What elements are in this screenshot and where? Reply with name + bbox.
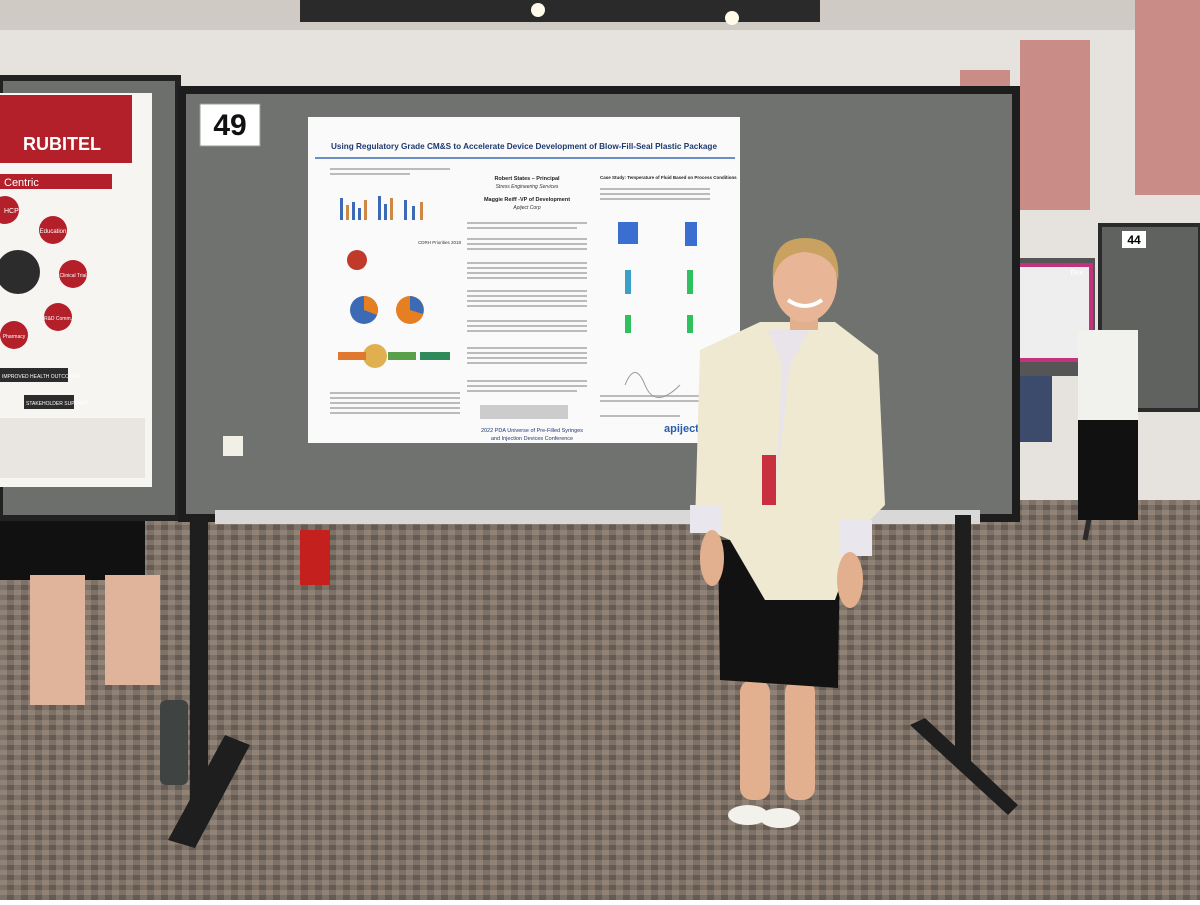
light (531, 3, 545, 17)
case-study-heading: Case Study: Temperature of Fluid Based o… (600, 175, 737, 180)
flow-graphic (338, 344, 450, 368)
far-poster-logo: flex (1071, 268, 1083, 277)
node (59, 260, 87, 288)
left-poster-heading: Centric (4, 177, 39, 189)
person-bg-skirt (0, 520, 145, 580)
pie-slice (364, 296, 378, 315)
person-bg-legs (300, 530, 330, 585)
node (0, 321, 28, 349)
device-image (480, 405, 568, 419)
node-label: R&D Comm. (44, 316, 72, 322)
node (39, 216, 67, 244)
board-number: 49 (213, 109, 246, 142)
pie-graphic (347, 250, 367, 270)
author-name: Robert States – Principal (494, 176, 560, 182)
simulation-images (618, 222, 697, 398)
banner (0, 368, 68, 382)
wall-panel (1020, 40, 1090, 210)
board-foot (910, 718, 1018, 815)
wall-panel (1135, 0, 1200, 195)
center-node (0, 250, 40, 294)
banner-label: STAKEHOLDER SUPPORT (26, 401, 88, 407)
author-org: Stress Engineering Services (496, 184, 559, 190)
left-poster-band (0, 174, 112, 189)
bottle (160, 700, 188, 785)
presenter (690, 238, 885, 828)
brand: RUBITEL (23, 134, 101, 154)
ceiling-beam (300, 0, 820, 22)
cup (223, 436, 243, 456)
bar-graphic (340, 196, 423, 220)
board-foot (168, 735, 250, 848)
poster-logo: apiject (664, 423, 699, 435)
person-bg (1078, 420, 1138, 520)
poster-title: Using Regulatory Grade CM&S to Accelerat… (331, 142, 717, 151)
poster-footer: and Injection Devices Conference (491, 436, 573, 442)
body-text (330, 168, 710, 417)
person-bg-leg (105, 575, 160, 685)
node-label: Pharmacy (3, 334, 26, 340)
pie-slice (410, 296, 424, 314)
node-label: Clinical Trial (60, 273, 87, 279)
node (0, 196, 19, 224)
chart-label: CDRH Priorities 2018 (418, 240, 462, 245)
author-name: Maggie Reiff -VP of Development (484, 197, 570, 203)
main-poster (308, 117, 740, 443)
left-poster-notes (0, 418, 145, 478)
banner-label: IMPROVED HEALTH OUTCOMES (2, 374, 80, 380)
light (725, 11, 739, 25)
person-bg-leg (30, 575, 85, 705)
board-number: 44 (1127, 233, 1141, 247)
left-poster-header (0, 95, 132, 163)
number-card (1122, 231, 1146, 248)
node-label: Education (40, 229, 67, 235)
board-leg (190, 515, 208, 815)
banner (24, 395, 74, 409)
author-org: Apiject Corp (512, 205, 540, 211)
person-bg (1018, 376, 1052, 442)
node-label: HCP (4, 208, 19, 215)
number-card (199, 103, 261, 147)
board-leg (955, 515, 971, 765)
poster-footer: 2022 PDA Universe of Pre-Filled Syringes (481, 428, 583, 434)
node (44, 303, 72, 331)
